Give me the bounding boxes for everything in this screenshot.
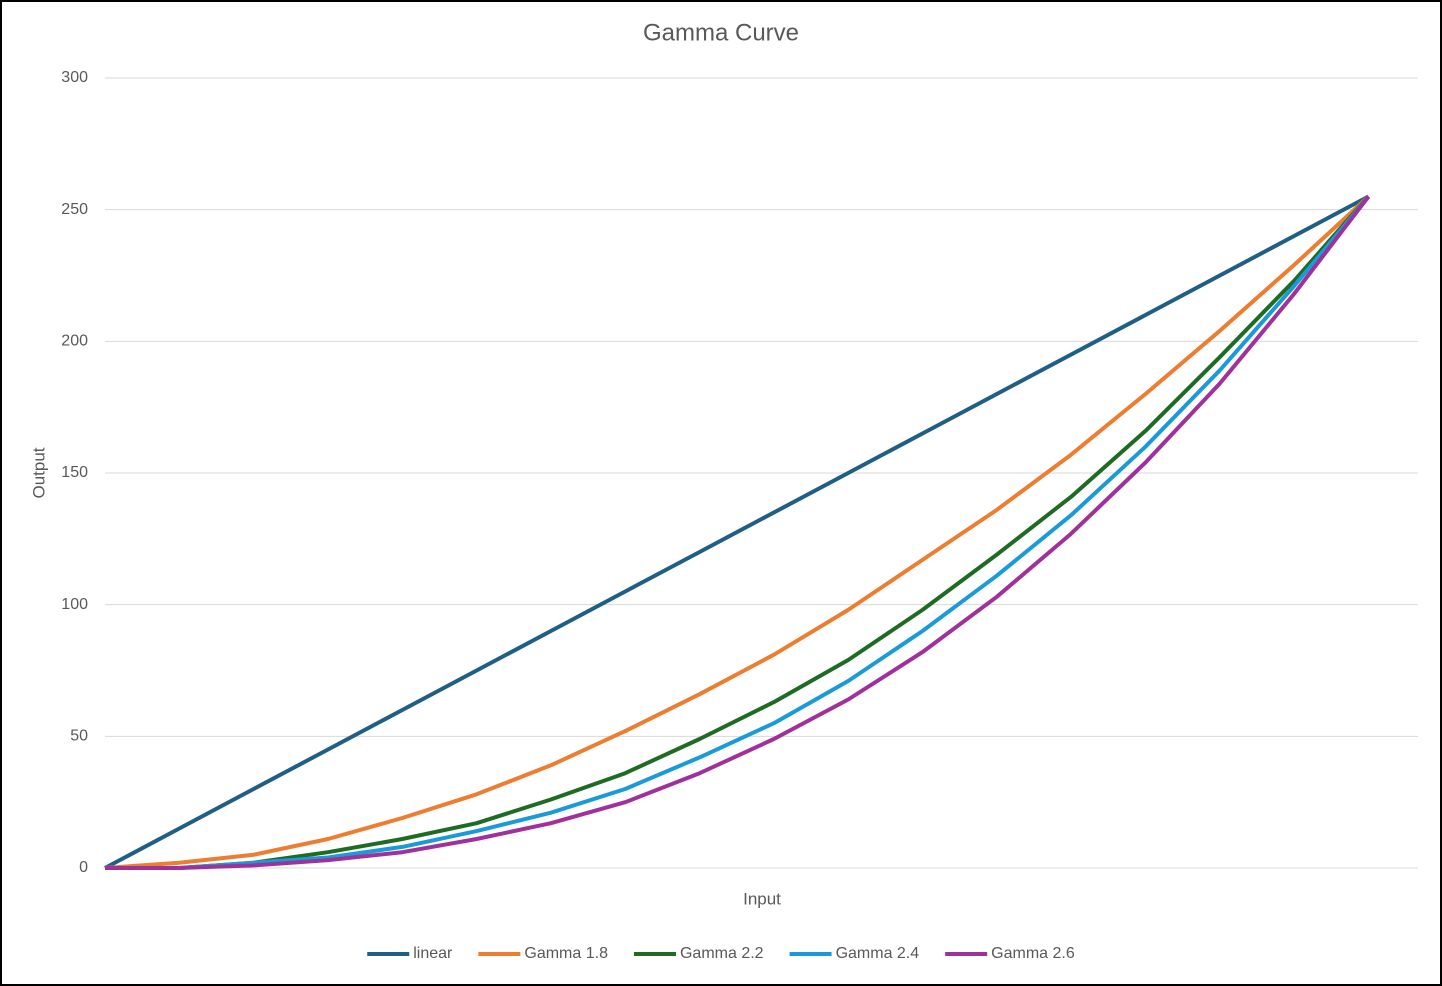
series-line — [104, 195, 1370, 870]
series-line — [105, 195, 1371, 870]
y-tick-label: 250 — [61, 201, 88, 218]
legend-label: Gamma 1.8 — [524, 945, 608, 962]
chart-title: Gamma Curve — [643, 19, 799, 46]
x-axis-label: Input — [743, 889, 781, 908]
legend-label: linear — [413, 945, 453, 962]
y-tick-label: 200 — [61, 333, 88, 350]
series-line — [104, 194, 1370, 870]
y-tick-label: 0 — [79, 859, 88, 876]
y-tick-label: 50 — [70, 728, 88, 745]
legend-label: Gamma 2.6 — [991, 945, 1075, 962]
legend-label: Gamma 2.4 — [836, 945, 920, 962]
y-tick-label: 100 — [61, 596, 88, 613]
series-line — [105, 195, 1371, 870]
y-axis-label: Output — [29, 447, 48, 498]
y-tick-label: 150 — [61, 464, 88, 481]
legend-label: Gamma 2.2 — [680, 945, 764, 962]
series-line — [105, 195, 1370, 870]
y-tick-label: 300 — [61, 69, 88, 86]
